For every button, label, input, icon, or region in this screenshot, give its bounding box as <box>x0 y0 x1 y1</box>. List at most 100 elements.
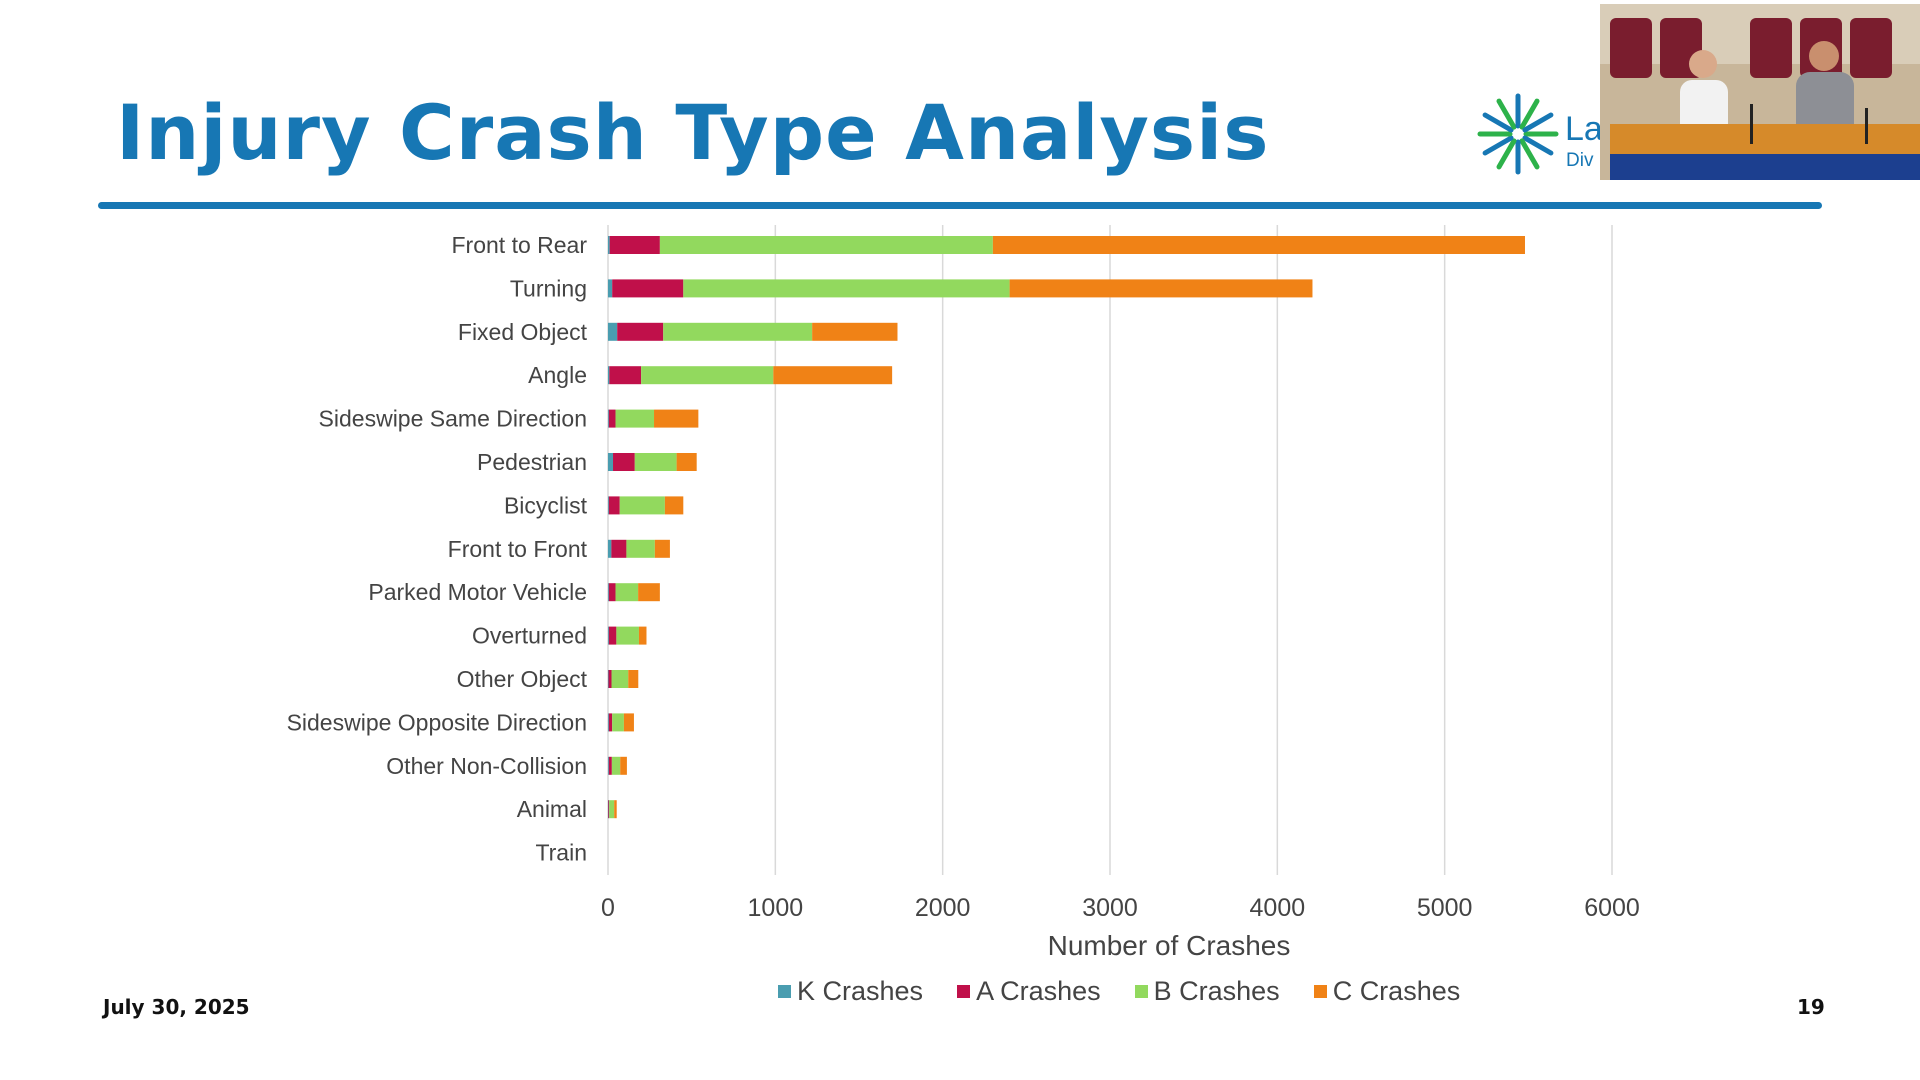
stacked-bar-chart: Front to Rear Turning Fixed Object Angle Sid… <box>287 225 1640 960</box>
bar-b-crashes <box>659 236 993 254</box>
bar-b-crashes <box>611 756 621 775</box>
category-label: Other Object <box>457 666 588 692</box>
x-tick-label: 5000 <box>1417 894 1473 922</box>
category-label: Animal <box>517 796 587 822</box>
bar-k-crashes <box>608 453 614 471</box>
bar-b-crashes <box>663 322 813 341</box>
footer-date: July 30, 2025 <box>103 995 250 1019</box>
category-label: Pedestrian <box>477 449 587 475</box>
logo-ray <box>1522 112 1554 133</box>
bar-c-crashes <box>628 670 639 688</box>
legend-swatch <box>778 985 791 998</box>
x-tick-label: 0 <box>601 894 615 922</box>
bar-b-crashes <box>615 409 655 428</box>
bar-k-crashes <box>608 496 609 515</box>
bar-k-crashes <box>608 670 609 688</box>
category-label: Train <box>535 840 587 866</box>
bar-k-crashes <box>608 583 609 602</box>
logo-ray <box>1519 138 1540 170</box>
bar-c-crashes <box>654 539 670 558</box>
bar-b-crashes <box>611 670 629 688</box>
bar-a-crashes <box>608 713 613 732</box>
bar-a-crashes <box>609 236 660 254</box>
category-label: Front to Rear <box>452 232 588 258</box>
logo-ray <box>1482 135 1514 156</box>
x-axis-title: Number of Crashes <box>1048 930 1291 960</box>
category-label: Sideswipe Opposite Direction <box>287 709 587 735</box>
webcam-feed-icon <box>1600 4 1920 180</box>
title-divider <box>98 202 1822 209</box>
page-number: 19 <box>1797 995 1825 1019</box>
legend-label: A Crashes <box>976 976 1101 1006</box>
legend: K Crashes A Crashes B Crashes C Crashes <box>0 976 1920 1016</box>
bar-a-crashes <box>608 800 610 819</box>
bar-c-crashes <box>638 583 660 602</box>
category-label: Fixed Object <box>458 319 588 345</box>
legend-label: C Crashes <box>1332 976 1461 1006</box>
bar-k-crashes <box>608 409 609 428</box>
legend-item: B Crashes <box>1134 976 1280 1007</box>
bar-a-crashes <box>608 496 620 515</box>
logo-ray <box>1482 112 1514 133</box>
x-tick-label: 2000 <box>915 894 971 922</box>
legend-item: A Crashes <box>957 976 1101 1007</box>
legend-items: K Crashes A Crashes B Crashes C Crashes <box>778 976 1460 1007</box>
bar-b-crashes <box>634 453 677 471</box>
category-label: Front to Front <box>448 536 588 562</box>
bar-k-crashes <box>608 626 609 645</box>
logo-ray <box>1519 98 1540 130</box>
bar-a-crashes <box>608 670 612 688</box>
category-label: Other Non-Collision <box>386 753 587 779</box>
logo-text: La <box>1565 110 1603 148</box>
logo-ray <box>1496 98 1517 130</box>
legend-item: K Crashes <box>778 976 923 1007</box>
bar-a-crashes <box>608 626 617 645</box>
bar-b-crashes <box>626 539 655 558</box>
bar-a-crashes <box>617 322 664 341</box>
x-tick-labels: 0 1000 2000 3000 4000 5000 6000 <box>601 894 1640 922</box>
x-tick-label: 6000 <box>1584 894 1640 922</box>
bar-c-crashes <box>664 496 684 515</box>
legend-swatch <box>1134 985 1148 998</box>
bar-c-crashes <box>812 322 898 341</box>
bar-c-crashes <box>773 366 893 385</box>
bar-a-crashes <box>609 366 642 385</box>
legend-swatch <box>1313 985 1327 998</box>
bar-c-crashes <box>623 713 634 732</box>
bar-c-crashes <box>620 756 627 775</box>
bar-c-crashes <box>654 409 699 428</box>
legend-label: B Crashes <box>1153 976 1280 1006</box>
grid-lines <box>607 225 1613 875</box>
bar-a-crashes <box>608 409 616 428</box>
bar-a-crashes <box>613 453 635 471</box>
bar-a-crashes <box>608 583 616 602</box>
bar-b-crashes <box>616 626 639 645</box>
bar-k-crashes <box>608 756 609 775</box>
x-tick-label: 1000 <box>748 894 804 922</box>
category-label: Turning <box>510 275 587 301</box>
bar-b-crashes <box>609 800 615 819</box>
bar-b-crashes <box>683 279 1010 298</box>
category-label: Overturned <box>472 623 587 649</box>
bar-k-crashes <box>608 800 609 819</box>
bar-b-crashes <box>619 496 665 515</box>
category-labels: Front to Rear Turning Fixed Object Angle Sid… <box>287 232 588 866</box>
legend-swatch <box>957 985 971 998</box>
x-tick-label: 3000 <box>1082 894 1138 922</box>
category-label: Angle <box>528 362 587 388</box>
legend-item: C Crashes <box>1313 976 1461 1007</box>
bars <box>608 236 1525 819</box>
bar-a-crashes <box>612 279 684 298</box>
bar-k-crashes <box>608 713 609 732</box>
bar-b-crashes <box>615 583 639 602</box>
bar-a-crashes <box>611 539 627 558</box>
bar-a-crashes <box>608 756 612 775</box>
legend-label: K Crashes <box>797 976 924 1006</box>
bar-c-crashes <box>638 626 647 645</box>
video-inset <box>1600 4 1920 180</box>
bar-c-crashes <box>614 800 617 819</box>
bar-k-crashes <box>608 322 618 341</box>
logo-asterisk-icon <box>1477 93 1559 175</box>
x-tick-label: 4000 <box>1250 894 1306 922</box>
category-label: Sideswipe Same Direction <box>319 406 587 432</box>
